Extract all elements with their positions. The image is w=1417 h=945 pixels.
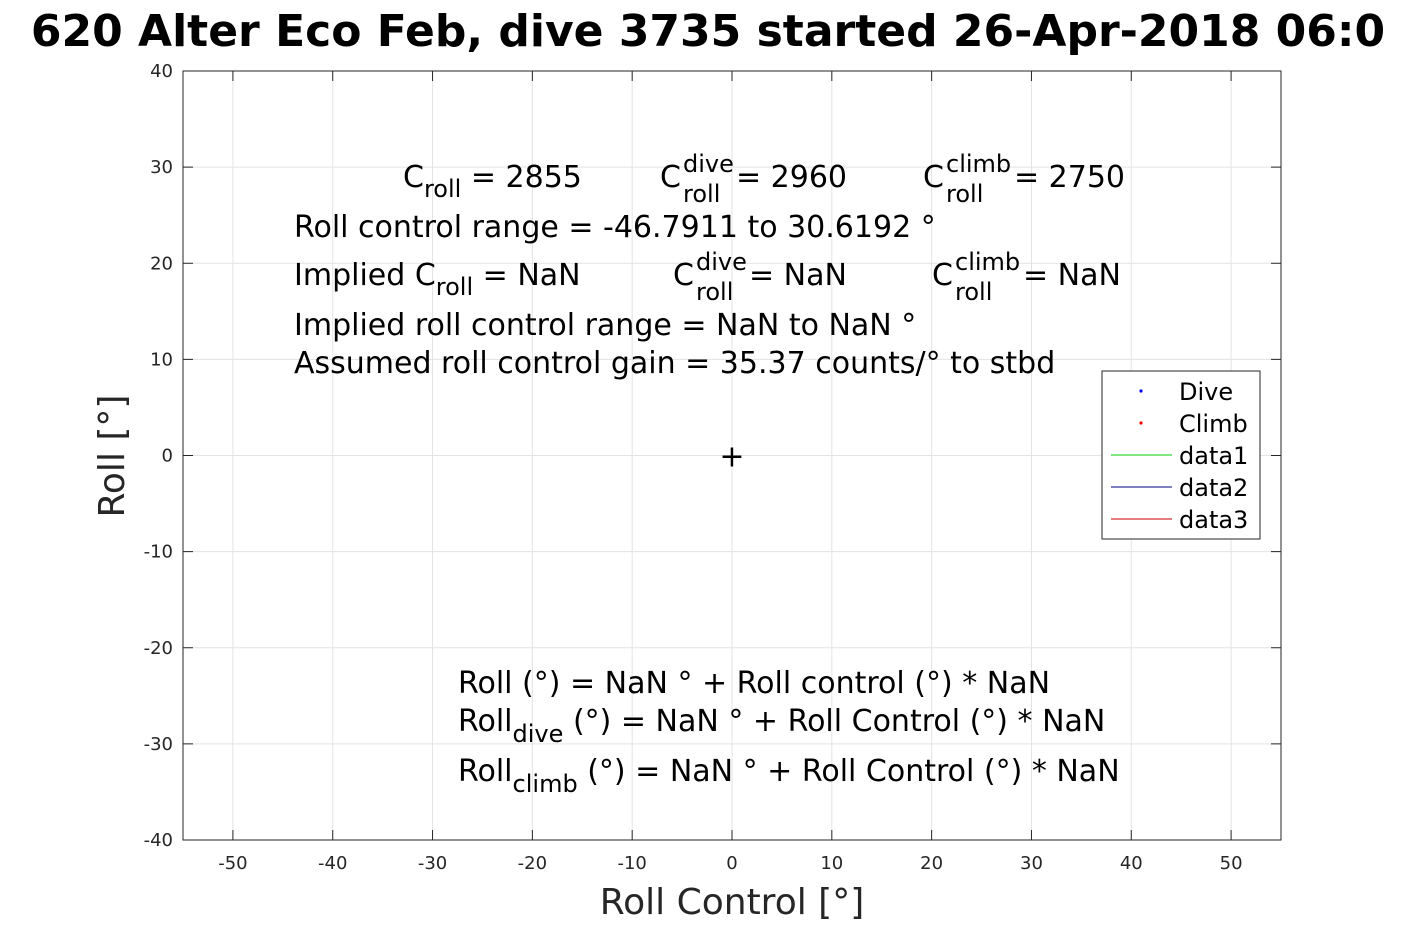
x-axis-label: Roll Control [°] (600, 882, 865, 923)
c-roll-climb-value: = 2750 (1014, 160, 1125, 195)
legend: Dive Climb data1 data2 data3 (1101, 370, 1261, 540)
y-tick-label: -30 (144, 734, 173, 755)
x-tick-label: -30 (418, 853, 447, 874)
x-tick-label: -10 (617, 853, 646, 874)
implied-prefix: Implied C (294, 258, 436, 293)
implied-dive-base: C (673, 258, 694, 293)
implied-dive-sub: roll (696, 278, 733, 306)
implied-dive-sup: dive (696, 248, 747, 276)
fit-dive-sub: dive (513, 720, 564, 748)
c-roll-climb-base: C (923, 160, 944, 195)
x-tick-label: 20 (920, 853, 943, 874)
fit-all-text: Roll (°) = NaN ° + Roll control (°) * Na… (458, 666, 1050, 701)
legend-label-data3: data3 (1179, 506, 1248, 534)
x-tick-labels: -50 -40 -30 -20 -10 0 10 20 30 40 50 (218, 853, 1242, 874)
fit-climb-sub: climb (513, 770, 578, 798)
svg-text:Croll = 2855: Croll = 2855 (403, 160, 582, 203)
y-tick-label: 20 (150, 253, 173, 274)
implied-c-roll-dive-annotation: C dive roll = NaN (673, 248, 847, 306)
implied-value: = NaN (473, 258, 580, 293)
c-roll-climb-sup: climb (946, 150, 1011, 178)
c-roll-dive-base: C (660, 160, 681, 195)
svg-text:Implied Croll = NaN: Implied Croll = NaN (294, 258, 581, 301)
legend-label-data1: data1 (1179, 442, 1248, 470)
x-tick-label: -20 (518, 853, 547, 874)
svg-text:Rolldive (°) = NaN ° + Roll Co: Rolldive (°) = NaN ° + Roll Control (°) … (458, 704, 1105, 748)
y-tick-label: -40 (144, 830, 173, 851)
chart-title: 620 Alter Eco Feb, dive 3735 started 26-… (31, 6, 1385, 57)
y-tick-labels: -40 -30 -20 -10 0 10 20 30 40 (144, 61, 173, 851)
y-tick-label: 10 (150, 349, 173, 370)
implied-climb-base: C (932, 258, 953, 293)
implied-climb-value: = NaN (1023, 258, 1121, 293)
legend-label-data2: data2 (1179, 474, 1248, 502)
x-tick-label: 10 (820, 853, 843, 874)
center-plus-marker: + (719, 440, 744, 475)
y-tick-label: -10 (144, 542, 173, 563)
c-roll-value: = 2855 (461, 160, 582, 195)
c-roll-dive-value: = 2960 (736, 160, 847, 195)
y-tick-label: 30 (150, 157, 173, 178)
fit-climb-base: Roll (458, 754, 513, 789)
gain-text: Assumed roll control gain = 35.37 counts… (294, 346, 1055, 381)
fit-climb-rest: (°) = NaN ° + Roll Control (°) * NaN (578, 754, 1120, 789)
implied-c-roll-climb-annotation: C climb roll = NaN (932, 248, 1121, 306)
implied-sub: roll (436, 273, 473, 301)
c-roll-climb-sub: roll (946, 180, 983, 208)
fit-dive-rest: (°) = NaN ° + Roll Control (°) * NaN (563, 704, 1105, 739)
x-tick-label: -50 (218, 853, 247, 874)
svg-text:Rollclimb (°) = NaN ° + Roll C: Rollclimb (°) = NaN ° + Roll Control (°)… (458, 754, 1120, 798)
y-axis-label: Roll [°] (92, 395, 133, 518)
legend-marker-climb (1139, 421, 1143, 425)
fit-dive-base: Roll (458, 704, 513, 739)
legend-label-dive: Dive (1179, 378, 1233, 406)
c-roll-dive-annotation: C dive roll = 2960 (660, 150, 847, 208)
x-tick-label: 50 (1220, 853, 1243, 874)
legend-label-climb: Climb (1179, 410, 1248, 438)
y-tick-label: 0 (162, 446, 173, 467)
implied-range-text: Implied roll control range = NaN to NaN … (294, 308, 916, 343)
control-range-text: Roll control range = -46.7911 to 30.6192… (294, 210, 936, 245)
legend-marker-dive (1139, 389, 1143, 393)
y-tick-label: 40 (150, 61, 173, 82)
implied-climb-sup: climb (955, 248, 1020, 276)
c-roll-sub: roll (424, 175, 461, 203)
x-tick-label: 40 (1120, 853, 1143, 874)
implied-climb-sub: roll (955, 278, 992, 306)
x-tick-label: -40 (318, 853, 347, 874)
c-roll-dive-sup: dive (683, 150, 734, 178)
y-tick-label: -20 (144, 638, 173, 659)
x-tick-label: 30 (1020, 853, 1043, 874)
implied-c-roll-annotation: Implied Croll = NaN (294, 258, 581, 301)
c-roll-dive-sub: roll (683, 180, 720, 208)
c-roll-annotation: Croll = 2855 (403, 160, 582, 203)
implied-dive-value: = NaN (749, 258, 847, 293)
c-roll-climb-annotation: C climb roll = 2750 (923, 150, 1125, 208)
x-tick-label: 0 (726, 853, 737, 874)
tick-marks (183, 70, 1281, 841)
c-roll-base: C (403, 160, 424, 195)
